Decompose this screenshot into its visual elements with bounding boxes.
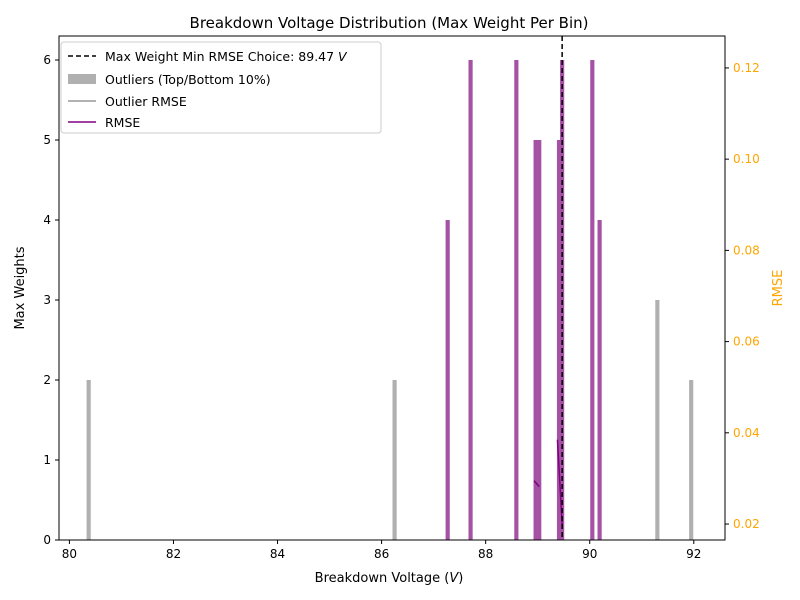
y-tick-label: 6: [43, 53, 51, 67]
legend-choice-label: Max Weight Min RMSE Choice: 89.47 V: [105, 49, 348, 64]
weight-bar: [533, 140, 538, 540]
y-right-tick-label: 0.06: [733, 335, 760, 349]
rmse-line: [533, 480, 540, 488]
y-right-tick-label: 0.04: [733, 426, 760, 440]
y-tick-label: 1: [43, 453, 51, 467]
weight-bar: [590, 60, 595, 540]
plot-frame: [58, 35, 726, 541]
y-axis-label-right: RMSE: [771, 270, 786, 307]
weight-bar: [597, 220, 602, 540]
plot-area: [86, 36, 694, 540]
y-right-tick-label: 0.08: [733, 243, 760, 257]
x-tick-label: 84: [270, 547, 285, 561]
y-right-tick-label: 0.12: [733, 61, 760, 75]
y-axis-label-left: Max Weights: [13, 246, 28, 329]
y-tick-label: 4: [43, 213, 51, 227]
outlier-bar: [655, 300, 660, 540]
legend: Max Weight Min RMSE Choice: 89.47 V Outl…: [60, 41, 382, 134]
x-tick-label: 80: [62, 547, 77, 561]
outlier-bar: [392, 380, 397, 540]
legend-outlier-swatch: [68, 74, 96, 84]
x-tick-label: 82: [166, 547, 181, 561]
weight-bar: [556, 140, 562, 540]
chart-title: Breakdown Voltage Distribution (Max Weig…: [190, 14, 589, 32]
legend-outlier-label: Outliers (Top/Bottom 10%): [105, 72, 271, 87]
weight-bar: [445, 220, 450, 540]
legend-rmse-label: RMSE: [105, 115, 140, 130]
y-tick-label: 2: [43, 373, 51, 387]
outlier-bar: [689, 380, 694, 540]
y-tick-label: 0: [43, 533, 51, 547]
weight-bar: [514, 60, 519, 540]
y-axis-right: 0.02 0.04 0.06 0.08 0.10 0.12: [725, 61, 760, 531]
y-right-tick-label: 0.02: [733, 517, 760, 531]
x-axis: 80 82 84 86 88 90 92: [62, 540, 701, 561]
y-tick-label: 3: [43, 293, 51, 307]
rmse-line: [556, 439, 563, 525]
legend-box: [60, 41, 382, 134]
weight-bar: [468, 60, 473, 540]
legend-outlier-rmse-label: Outlier RMSE: [105, 94, 187, 109]
y-tick-label: 5: [43, 133, 51, 147]
weight-bar: [537, 140, 542, 540]
x-tick-label: 90: [582, 547, 597, 561]
x-tick-label: 88: [478, 547, 493, 561]
y-axis-left: 0 1 2 3 4 5 6: [43, 53, 59, 547]
outlier-bar: [86, 380, 91, 540]
x-axis-label: Breakdown Voltage (V): [315, 571, 464, 586]
x-tick-label: 86: [374, 547, 389, 561]
y-right-tick-label: 0.10: [733, 152, 760, 166]
x-tick-label: 92: [686, 547, 701, 561]
